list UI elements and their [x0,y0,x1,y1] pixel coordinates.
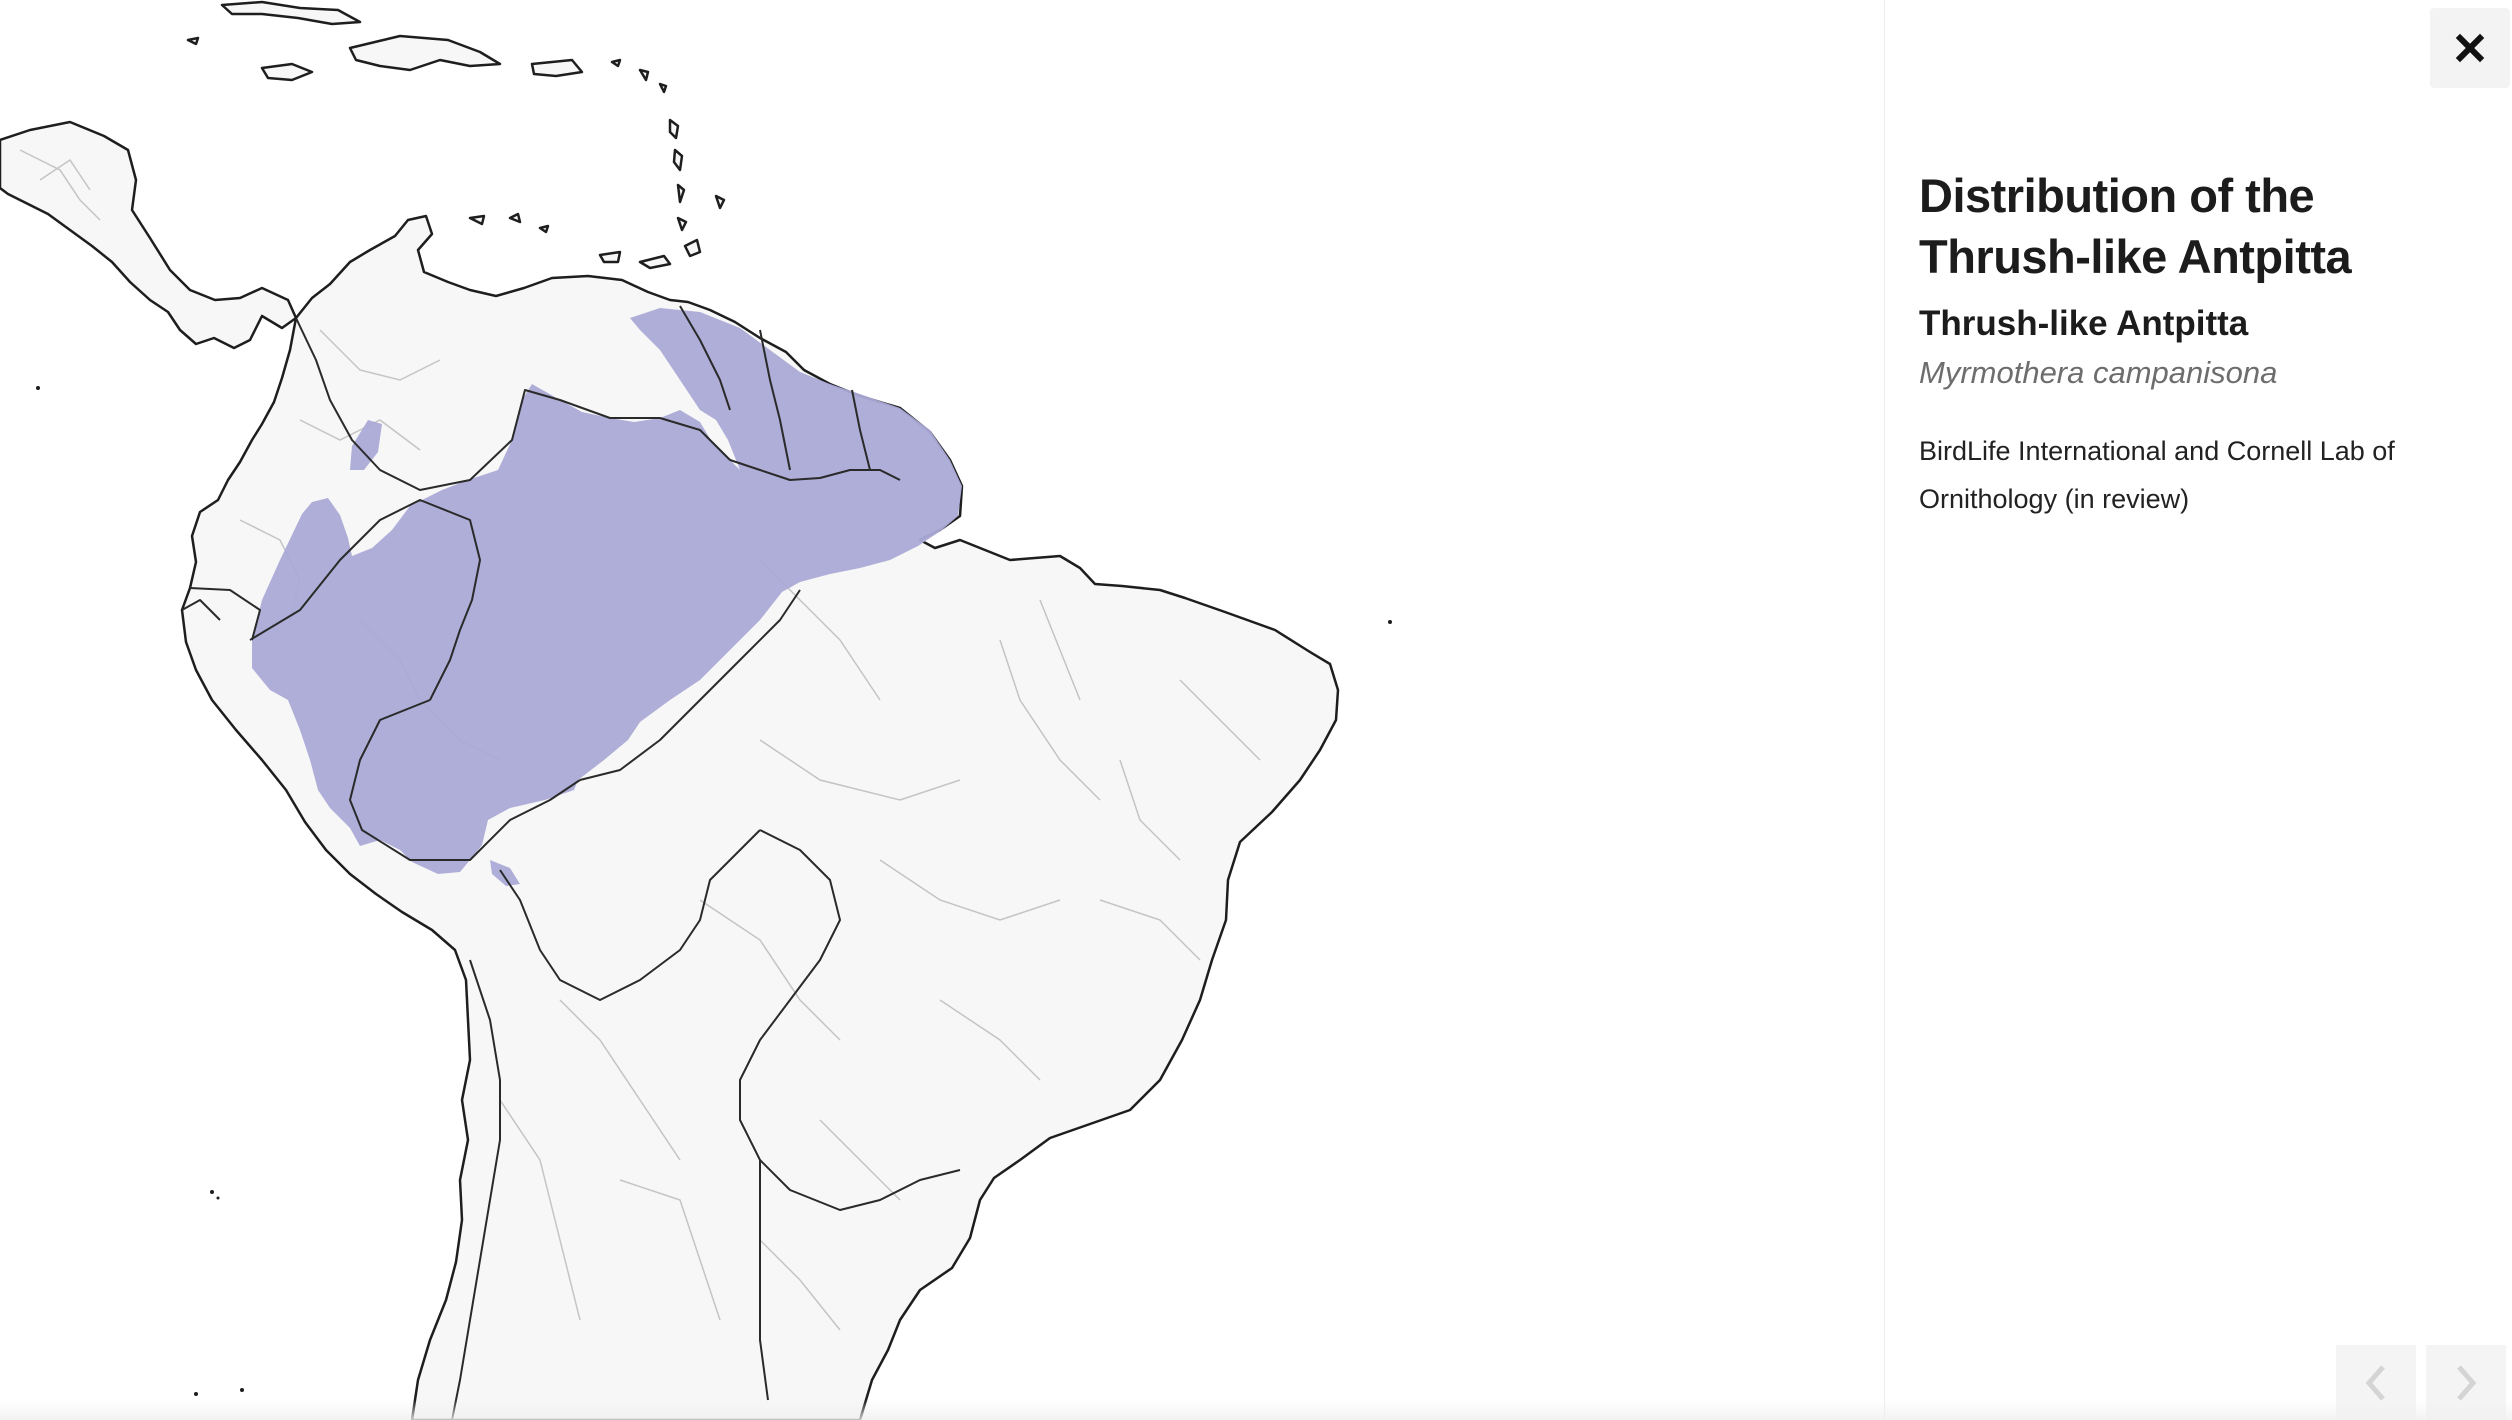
country-borders [181,305,961,1420]
scientific-name: Myrmothera campanisona [1919,355,2278,390]
map-title: Distribution of the Thrush-like Antpitta [1919,169,2352,283]
data-credit: BirdLife International and Cornell Lab o… [1919,436,2395,514]
central-america [0,120,298,350]
range-map[interactable] [0,0,1884,1420]
close-icon [2455,33,2485,63]
bottom-edge [0,1400,2512,1420]
chevron-left-icon [2365,1364,2385,1401]
species-info: Distribution of the Thrush-like Antpitta… [1919,165,2479,523]
species-info-panel: Distribution of the Thrush-like Antpitta… [1884,0,2512,1420]
state-borders [19,149,1261,1331]
small-islands [36,386,1392,1396]
map-canvas [0,0,1392,1420]
species-range [252,308,962,886]
chevron-right-icon [2457,1364,2477,1401]
caribbean-islands [186,0,726,270]
common-name: Thrush-like Antpitta [1919,304,2249,343]
close-button[interactable] [2430,8,2510,88]
